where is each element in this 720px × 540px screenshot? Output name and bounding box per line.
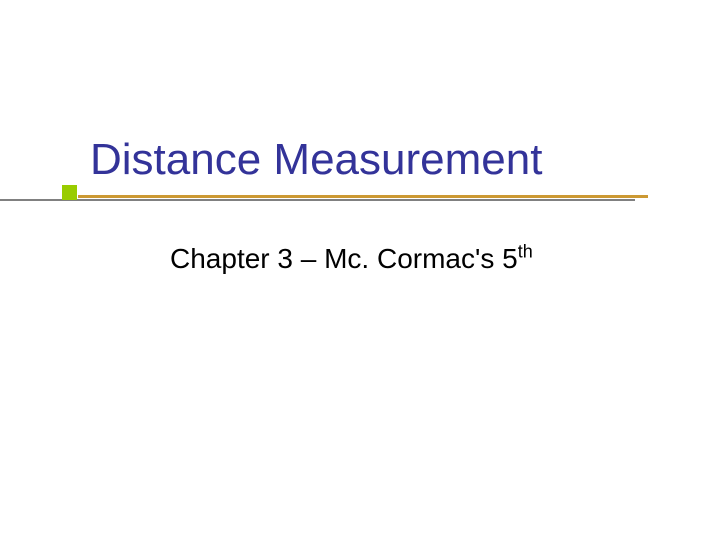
title-underline-secondary <box>0 199 635 201</box>
title-underline-primary <box>78 195 648 198</box>
subtitle-main: Chapter 3 – Mc. Cormac's 5 <box>170 243 518 274</box>
slide-title: Distance Measurement <box>90 135 542 185</box>
accent-square <box>62 185 77 200</box>
subtitle-superscript: th <box>518 242 533 262</box>
slide-subtitle: Chapter 3 – Mc. Cormac's 5th <box>170 243 533 275</box>
